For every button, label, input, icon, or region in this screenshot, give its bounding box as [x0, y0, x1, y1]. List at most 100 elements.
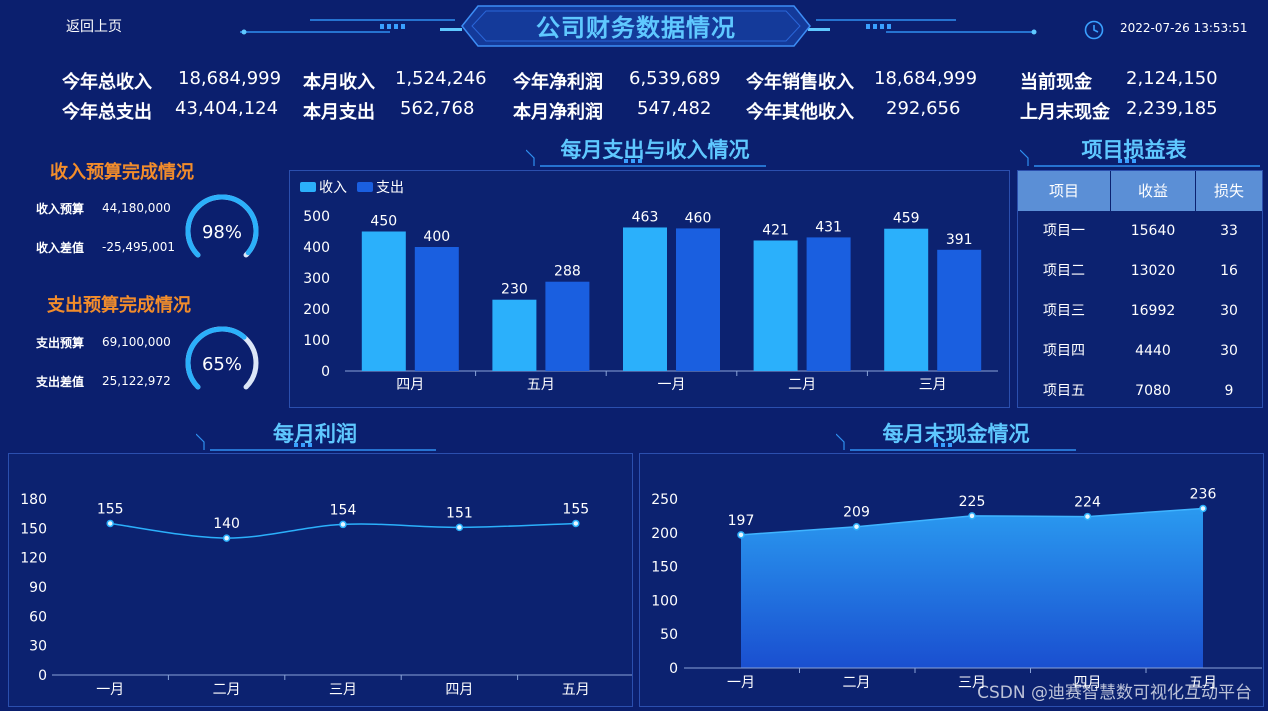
- kpi-year-other-income: 今年其他收入 292,656: [746, 98, 961, 123]
- x-tick-label: 一月: [727, 675, 755, 691]
- data-point: [1083, 512, 1092, 521]
- bar-value-label: 288: [554, 264, 581, 280]
- profit-chart-title: 每月利润: [273, 422, 357, 446]
- table-cell: 项目五: [1043, 383, 1085, 399]
- bar: [623, 227, 667, 371]
- header-right-decoration: [808, 19, 1037, 35]
- y-tick-label: 90: [29, 580, 47, 596]
- table-cell: 13020: [1130, 263, 1176, 279]
- table-header-income: 收益: [1111, 171, 1195, 211]
- income-budget-value: 44,180,000: [102, 201, 171, 215]
- bar-value-label: 463: [632, 209, 659, 225]
- x-tick-label: 二月: [213, 682, 241, 698]
- page-title: 公司财务数据情况: [536, 14, 736, 42]
- legend-swatch: [357, 182, 373, 192]
- title-frame: [461, 5, 811, 47]
- x-tick-label: 五月: [562, 682, 590, 698]
- y-tick-label: 500: [303, 209, 330, 225]
- monthly-cash-area-chart: 0 50 100 150 200 250 一月 二月 三月 四月 五月 197 209 225 224 236: [651, 486, 1262, 691]
- y-tick-label: 50: [660, 627, 678, 643]
- x-tick-label: 一月: [658, 377, 686, 393]
- table-cell: 4440: [1135, 343, 1171, 359]
- x-tick-label: 三月: [919, 377, 947, 393]
- bar-value-label: 459: [893, 211, 920, 227]
- table-cell: 30: [1220, 343, 1238, 359]
- bar-chart-panel: 收入 支出 0 100 200 300 400 500 四月 450 400 五月 230 288 一月 46…: [289, 170, 1010, 408]
- y-tick-label: 0: [669, 661, 678, 677]
- table-cell: 7080: [1135, 383, 1171, 399]
- x-tick-label: 三月: [329, 682, 357, 698]
- data-point: [339, 520, 347, 529]
- expense-budget-gauge: 65%: [185, 326, 259, 390]
- y-tick-label: 300: [303, 271, 330, 287]
- data-label: 155: [562, 501, 589, 517]
- data-label: 155: [97, 501, 124, 517]
- clock-icon: [1084, 20, 1104, 40]
- y-tick-label: 120: [20, 551, 47, 567]
- x-tick-label: 三月: [958, 675, 986, 691]
- data-label: 151: [446, 505, 473, 521]
- y-tick-label: 180: [20, 492, 47, 508]
- x-tick-label: 四月: [445, 682, 473, 698]
- income-budget-title: 收入预算完成情况: [50, 162, 194, 183]
- bar: [937, 249, 982, 371]
- profit-chart-panel: 0 30 60 90 120 150 180 一月 二月 三月 四月 五月 155 140 154 151 15…: [8, 453, 634, 707]
- table-cell: 15640: [1130, 223, 1176, 239]
- y-tick-label: 150: [651, 560, 678, 576]
- data-label: 209: [843, 505, 870, 521]
- data-label: 140: [213, 516, 240, 532]
- bar-value-label: 431: [815, 219, 842, 235]
- bar: [753, 240, 798, 371]
- y-tick-label: 200: [303, 302, 330, 318]
- data-label: 197: [728, 513, 755, 529]
- data-point: [106, 519, 114, 528]
- kpi-year-total-income: 今年总收入 18,684,999: [62, 68, 282, 93]
- expense-budget-title: 支出预算完成情况: [47, 295, 191, 316]
- data-point: [737, 531, 745, 539]
- kpi-month-net-profit: 本月净利润 547,482: [513, 98, 712, 123]
- table-title-decoration: [1020, 149, 1260, 167]
- y-tick-label: 400: [303, 240, 330, 256]
- monthly-profit-line-chart: 0 30 60 90 120 150 180 一月 二月 三月 四月 五月 155 140 154 151 15…: [20, 492, 634, 698]
- bar: [361, 231, 406, 371]
- bar: [492, 299, 537, 371]
- table-cell: 9: [1224, 383, 1234, 399]
- kpi-year-net-profit: 今年净利润 6,539,689: [513, 68, 721, 93]
- bar: [545, 281, 590, 371]
- table-header-project: 项目: [1018, 171, 1110, 211]
- y-tick-label: 100: [651, 593, 678, 609]
- bar-value-label: 230: [501, 282, 528, 298]
- bar-chart-title: 每月支出与收入情况: [560, 138, 750, 162]
- y-tick-label: 100: [303, 333, 330, 349]
- data-point: [455, 523, 464, 532]
- data-point: [968, 512, 976, 520]
- cash-title-decoration: [836, 433, 1076, 451]
- data-label: 236: [1190, 486, 1217, 502]
- legend-swatch: [300, 182, 316, 192]
- data-point: [852, 522, 861, 531]
- kpi-year-total-expense: 今年总支出 43,404,124: [62, 98, 279, 123]
- x-tick-label: 一月: [96, 682, 124, 698]
- cash-chart-title: 每月末现金情况: [882, 422, 1030, 446]
- income-expense-bar-chart: 收入 支出 0 100 200 300 400 500 四月 450 400 五月 230 288 一月 46…: [300, 180, 998, 393]
- legend-label: 收入: [319, 180, 347, 196]
- cash-chart-panel: 0 50 100 150 200 250 一月 二月 三月 四月 五月 197 209 225 224 236: [639, 453, 1264, 707]
- datetime: 2022-07-26 13:53:51: [1120, 21, 1248, 35]
- bar-value-label: 450: [370, 214, 397, 230]
- table-header-loss: 损失: [1196, 171, 1262, 211]
- data-point: [222, 534, 231, 542]
- bar: [414, 247, 459, 371]
- back-link[interactable]: 返回上页: [66, 19, 122, 35]
- profit-title-decoration: [196, 433, 436, 451]
- table-cell: 30: [1220, 303, 1238, 319]
- x-tick-label: 五月: [1189, 675, 1217, 691]
- kpi-month-expense: 本月支出 562,768: [303, 98, 475, 123]
- income-budget-label: 收入预算: [36, 202, 85, 216]
- header-left-decoration: [240, 19, 462, 35]
- income-diff-label: 收入差值: [36, 241, 85, 255]
- bar-value-label: 400: [423, 229, 450, 245]
- legend-label: 支出: [376, 180, 404, 196]
- table-cell: 16: [1220, 263, 1238, 279]
- bar: [884, 228, 929, 371]
- y-tick-label: 60: [29, 609, 47, 625]
